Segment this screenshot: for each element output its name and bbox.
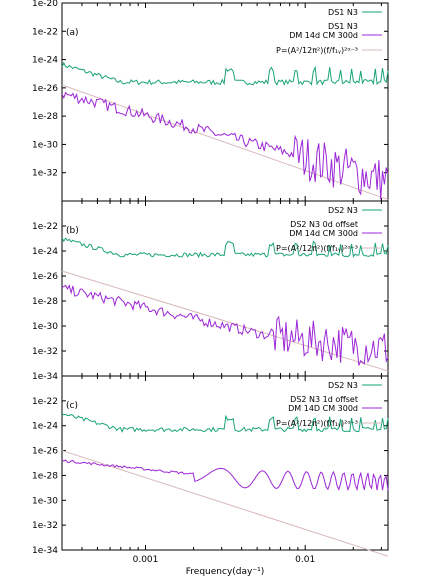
y-tick-label: 1e-24 — [32, 247, 58, 257]
legend-entry: DS1 N3 — [328, 8, 358, 17]
y-tick-label: 1e-22 — [32, 397, 58, 407]
x-axis-label: Frequency(day⁻¹) — [186, 567, 264, 576]
legend-entry: DS2 N3 — [328, 381, 358, 390]
x-tick-label: 0.01 — [295, 555, 315, 565]
series-green-line — [61, 237, 389, 259]
y-tick-label: 1e-28 — [32, 112, 58, 122]
legend-entry: DS2 N3 1d offset — [290, 395, 358, 404]
y-tick-label: 1e-30 — [32, 322, 58, 332]
y-tick-label: 1e-34 — [32, 372, 58, 382]
legend-entry: P=(A²/12π²)(f/f₁ᵧ)²ᵅ⁻³ — [276, 244, 358, 253]
y-tick-label: 1e-34 — [32, 546, 58, 556]
y-tick-label: 1e-22 — [32, 27, 58, 37]
y-tick-label: 1e-32 — [32, 169, 58, 179]
y-tick-label: 1e-26 — [32, 84, 58, 94]
y-tick-label: 1e-28 — [32, 471, 58, 481]
y-tick-label: 1e-30 — [32, 496, 58, 506]
y-tick-label: 1e-32 — [32, 347, 58, 357]
series-model-line — [61, 84, 389, 201]
series-green-line — [61, 61, 389, 86]
series-model-line — [61, 450, 389, 557]
series-model-line — [61, 270, 389, 372]
legend-entry: DS2 N3 0d offset — [290, 220, 358, 229]
legend-entry: DS1 N3 — [328, 22, 358, 31]
series-green-line — [61, 413, 389, 433]
y-tick-label: 1e-28 — [32, 297, 58, 307]
y-tick-label: 1e-26 — [32, 447, 58, 457]
series-purple-line — [61, 284, 389, 366]
y-tick-label: 1e-24 — [32, 56, 58, 66]
legend-entry: DM 14d CM 300d — [289, 31, 358, 40]
y-tick-label: 1e-26 — [32, 272, 58, 282]
legend-entry: DM 14D CM 300d — [288, 404, 358, 413]
panel-label: (c) — [66, 401, 78, 411]
x-tick-label: 0.001 — [133, 555, 159, 565]
y-tick-label: 1e-24 — [32, 422, 58, 432]
legend-entry: DS2 N3 — [328, 206, 358, 215]
panel-label: (a) — [66, 28, 79, 38]
legend-entry: DM 14d CM 300d — [289, 229, 358, 238]
plot-frame — [61, 375, 389, 551]
y-tick-label: 1e-30 — [32, 140, 58, 150]
y-tick-label: 1e-22 — [32, 222, 58, 232]
panel-label: (b) — [66, 226, 79, 236]
y-tick-label: 1e-32 — [32, 521, 58, 531]
y-tick-label: 1e-20 — [32, 0, 58, 9]
legend-entry: P=(A²/12π²)(f/f₁ᵧ)²ᵅ⁻³ — [276, 46, 358, 55]
series-purple-line — [61, 91, 389, 200]
series-purple-line — [61, 459, 389, 492]
legend-entry: P=(A²/12π²)(f/f₁ᵧ)²ᵅ⁻³ — [276, 419, 358, 428]
